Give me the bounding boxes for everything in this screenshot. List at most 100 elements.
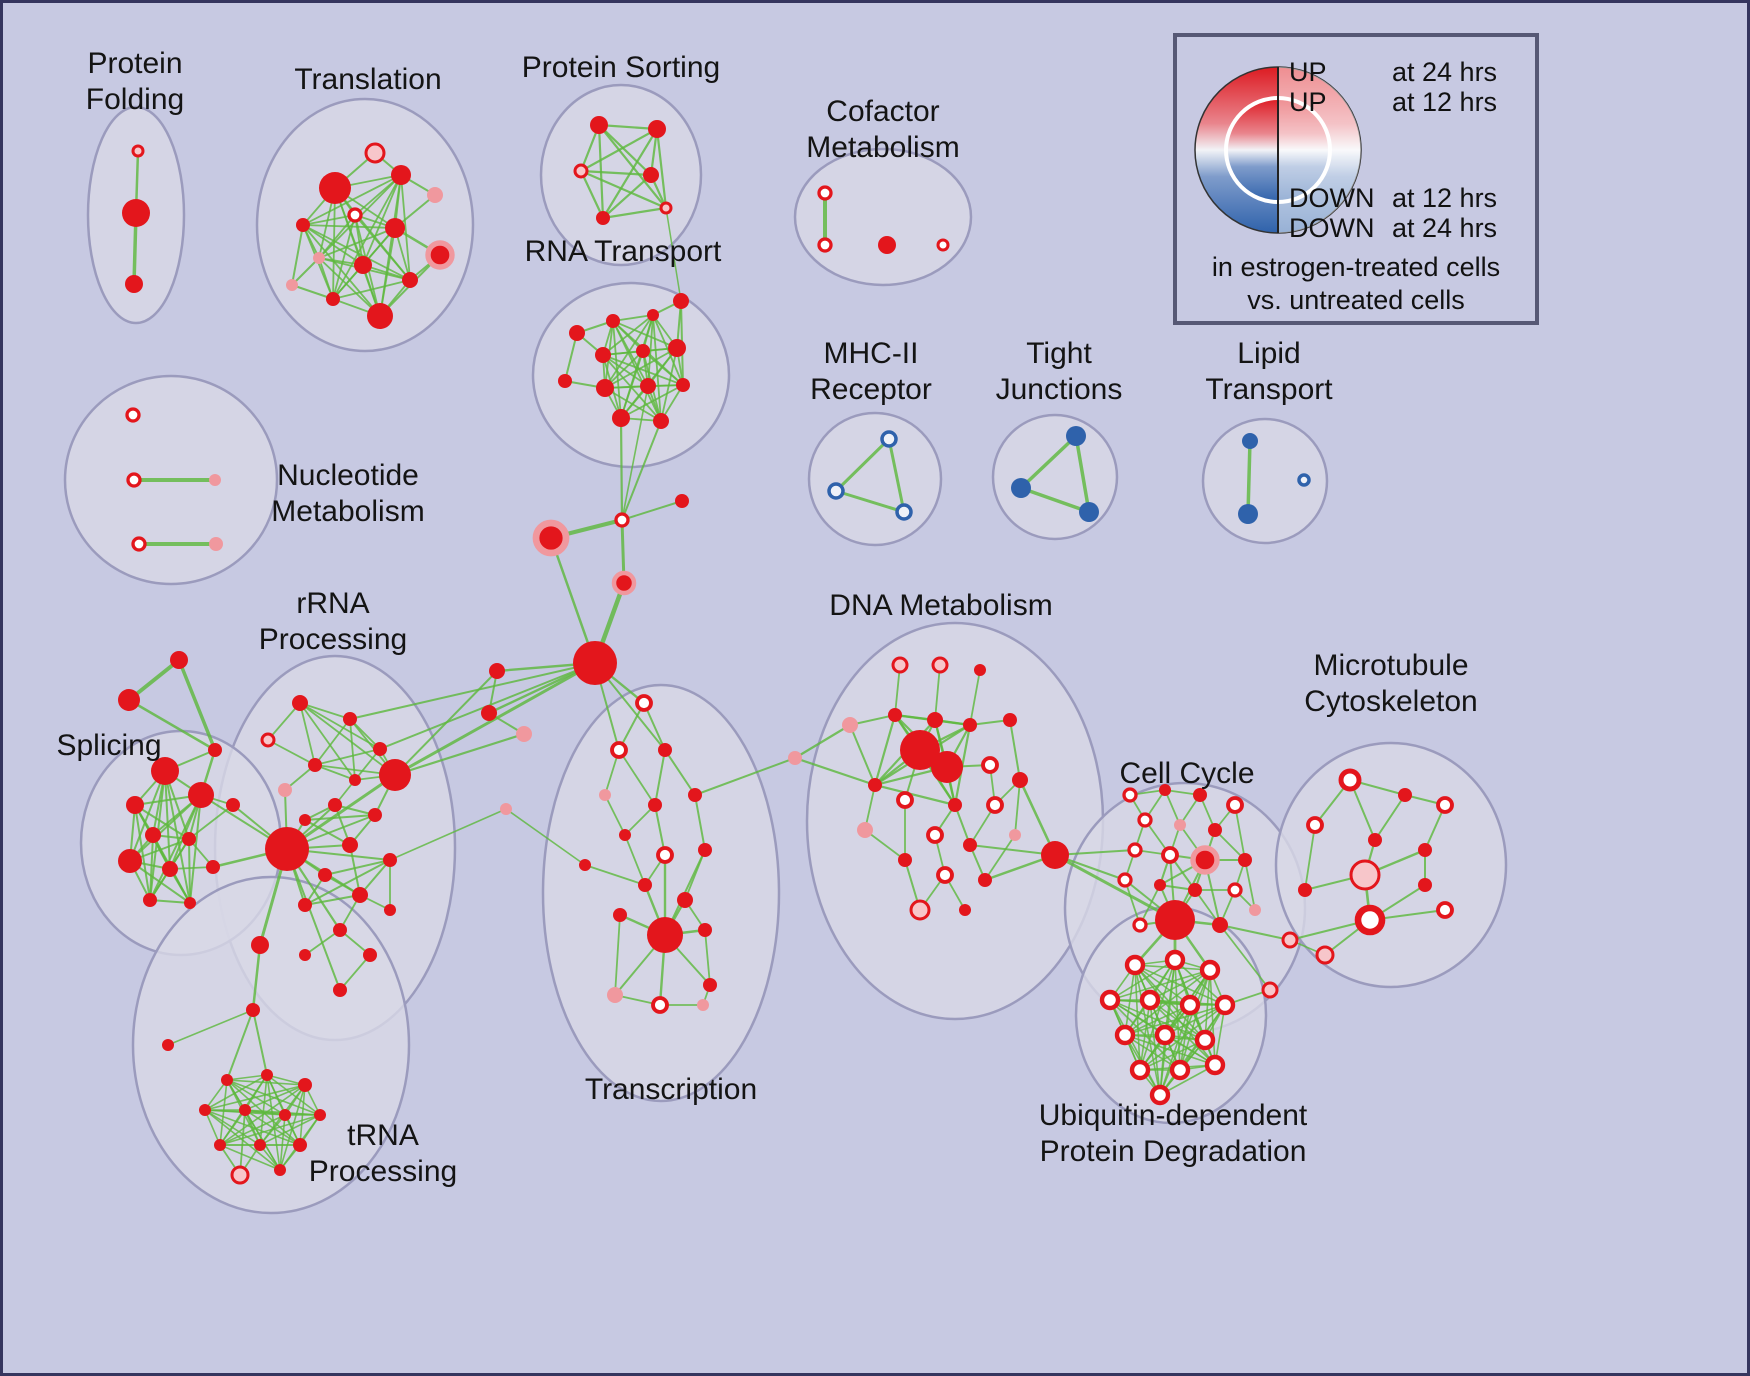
gene-node-dm7[interactable] [963, 718, 977, 732]
gene-node-br3[interactable] [1261, 981, 1279, 999]
gene-node-tc1[interactable] [635, 694, 653, 712]
gene-node-dm3[interactable] [974, 664, 986, 676]
gene-node-tj1[interactable] [1066, 426, 1086, 446]
gene-node-rt11[interactable] [676, 378, 690, 392]
gene-node-rr9[interactable] [328, 798, 342, 812]
gene-node-tn6[interactable] [298, 1078, 312, 1092]
gene-node-dm13[interactable] [1012, 772, 1028, 788]
gene-node-ub8[interactable] [1114, 1024, 1136, 1046]
gene-node-tn10[interactable] [314, 1109, 326, 1121]
gene-node-rt8[interactable] [558, 374, 572, 388]
gene-node-tn4[interactable] [221, 1074, 233, 1086]
gene-node-rt6[interactable] [636, 344, 650, 358]
gene-node-tc11[interactable] [638, 878, 652, 892]
gene-node-tc9[interactable] [698, 843, 712, 857]
gene-node-dm12[interactable] [868, 778, 882, 792]
gene-node-dm17[interactable] [857, 822, 873, 838]
gene-node-tr11[interactable] [402, 272, 418, 288]
gene-node-tn3[interactable] [162, 1039, 174, 1051]
gene-node-tr8[interactable] [425, 240, 455, 270]
gene-node-rt2[interactable] [606, 314, 620, 328]
gene-node-cc16[interactable] [1212, 917, 1228, 933]
gene-node-mt1[interactable] [1338, 768, 1362, 792]
gene-node-sp8[interactable] [162, 861, 178, 877]
gene-node-nm3[interactable] [209, 474, 221, 486]
gene-node-rt4[interactable] [673, 293, 689, 309]
gene-node-dm19[interactable] [963, 838, 977, 852]
gene-node-cc18[interactable] [1249, 904, 1261, 916]
gene-node-ps2[interactable] [648, 120, 666, 138]
gene-node-st1[interactable] [170, 651, 188, 669]
gene-node-cn2[interactable] [532, 519, 570, 557]
gene-node-rr16[interactable] [298, 898, 312, 912]
gene-node-mt6[interactable] [1418, 843, 1432, 857]
gene-node-cf3[interactable] [878, 236, 896, 254]
gene-node-tr4[interactable] [427, 187, 443, 203]
gene-node-dm14[interactable] [896, 791, 914, 809]
gene-node-st2[interactable] [118, 689, 140, 711]
gene-node-dm21[interactable] [898, 853, 912, 867]
gene-node-cc11[interactable] [1238, 853, 1252, 867]
gene-node-tc8[interactable] [656, 846, 674, 864]
gene-node-mt9[interactable] [1298, 883, 1312, 897]
gene-node-mt12[interactable] [1315, 945, 1335, 965]
gene-node-dm20[interactable] [1009, 829, 1021, 841]
gene-node-tr10[interactable] [354, 256, 372, 274]
gene-node-ub13[interactable] [1204, 1054, 1226, 1076]
gene-node-rr8[interactable] [379, 759, 411, 791]
gene-node-tc16[interactable] [703, 978, 717, 992]
gene-node-st3[interactable] [208, 743, 222, 757]
gene-node-ps1[interactable] [590, 116, 608, 134]
gene-node-hub[interactable] [573, 641, 617, 685]
gene-node-sp9[interactable] [206, 860, 220, 874]
gene-node-lp2[interactable] [1238, 504, 1258, 524]
gene-node-ub9[interactable] [1154, 1024, 1176, 1046]
gene-node-pf3[interactable] [125, 275, 143, 293]
gene-node-rr5[interactable] [308, 758, 322, 772]
gene-node-tr9[interactable] [313, 252, 325, 264]
gene-node-rr2[interactable] [343, 712, 357, 726]
gene-node-cn6[interactable] [481, 705, 497, 721]
gene-node-nm2[interactable] [126, 472, 142, 488]
gene-node-dm9[interactable] [900, 730, 940, 770]
gene-node-dm1[interactable] [891, 656, 909, 674]
gene-node-dm22[interactable] [936, 866, 954, 884]
gene-node-bg1[interactable] [1041, 841, 1069, 869]
gene-node-ub11[interactable] [1129, 1059, 1151, 1081]
gene-node-rr19[interactable] [363, 948, 377, 962]
gene-node-cc10[interactable] [1190, 845, 1220, 875]
gene-node-tn12[interactable] [254, 1139, 266, 1151]
gene-node-cf2[interactable] [817, 237, 833, 253]
gene-node-cc4[interactable] [1226, 796, 1244, 814]
gene-node-pf1[interactable] [131, 144, 145, 158]
gene-node-cc8[interactable] [1127, 842, 1143, 858]
gene-node-mh2[interactable] [827, 482, 845, 500]
gene-node-ps4[interactable] [643, 167, 659, 183]
gene-node-sp7[interactable] [118, 849, 142, 873]
gene-node-pf2[interactable] [122, 199, 150, 227]
gene-node-sp3[interactable] [126, 796, 144, 814]
gene-node-tc17[interactable] [607, 987, 623, 1003]
gene-node-tr12[interactable] [326, 292, 340, 306]
gene-node-tr6[interactable] [347, 207, 363, 223]
gene-node-tc14[interactable] [647, 917, 683, 953]
gene-node-tn1[interactable] [251, 936, 269, 954]
gene-node-tc19[interactable] [697, 999, 709, 1011]
gene-node-rt10[interactable] [640, 378, 656, 394]
gene-node-mt3[interactable] [1436, 796, 1454, 814]
gene-node-tn2[interactable] [246, 1003, 260, 1017]
gene-node-sp10[interactable] [143, 893, 157, 907]
gene-node-rt9[interactable] [596, 379, 614, 397]
gene-node-ub14[interactable] [1149, 1084, 1171, 1106]
gene-node-cc9[interactable] [1161, 846, 1179, 864]
gene-node-rr20[interactable] [299, 949, 311, 961]
gene-node-ub4[interactable] [1099, 989, 1121, 1011]
gene-node-cc17[interactable] [1132, 917, 1148, 933]
gene-node-rt13[interactable] [653, 413, 669, 429]
gene-node-rt12[interactable] [612, 409, 630, 427]
gene-node-dm25[interactable] [959, 904, 971, 916]
gene-node-br2[interactable] [1281, 931, 1299, 949]
gene-node-rr18[interactable] [333, 923, 347, 937]
gene-node-rr1[interactable] [292, 695, 308, 711]
gene-node-cc13[interactable] [1154, 879, 1166, 891]
